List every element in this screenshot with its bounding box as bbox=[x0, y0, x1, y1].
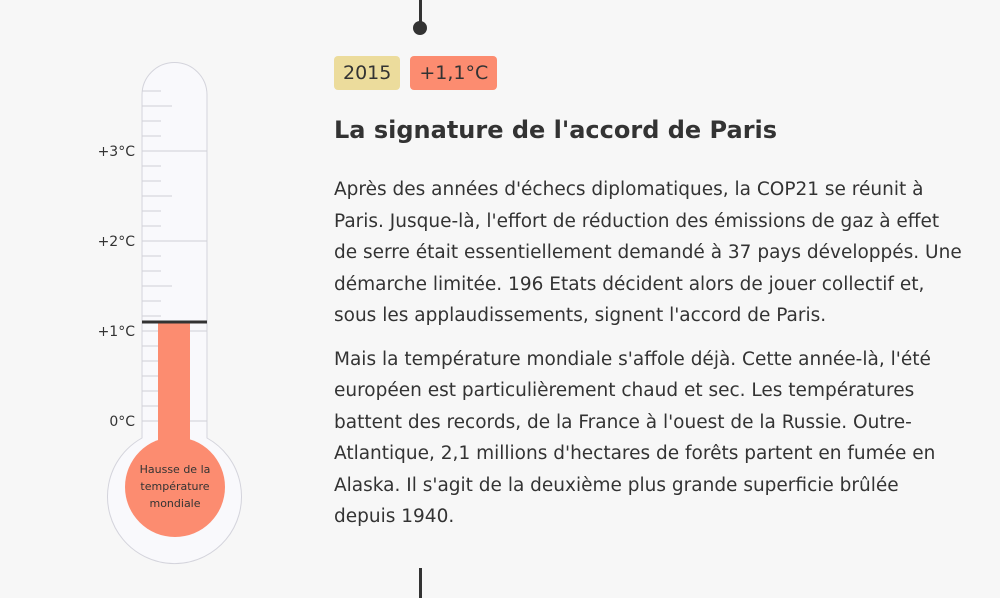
paragraph-1: Après des années d'échecs diplomatiques,… bbox=[334, 179, 962, 326]
badges: 2015 +1,1°C bbox=[334, 56, 498, 90]
bulb-label-2: température bbox=[140, 480, 209, 493]
timeline-dot bbox=[413, 21, 427, 35]
label-1c: +1°C bbox=[98, 324, 136, 340]
section-title: La signature de l'accord de Paris bbox=[334, 116, 778, 144]
thermometer-outline bbox=[107, 62, 242, 565]
bulb-label-3: mondiale bbox=[149, 497, 200, 510]
label-0c: 0°C bbox=[109, 414, 135, 430]
paragraph-2: Mais la température mondiale s'affole dé… bbox=[334, 348, 936, 528]
timeline-line-top bbox=[419, 0, 422, 26]
temperature-badge: +1,1°C bbox=[410, 56, 498, 90]
year-badge: 2015 bbox=[334, 56, 401, 90]
timeline-line-bottom bbox=[419, 568, 422, 598]
bulb-label-1: Hausse de la bbox=[140, 463, 211, 476]
label-3c: +3°C bbox=[98, 144, 136, 160]
thermometer-bulb bbox=[125, 437, 225, 537]
label-2c: +2°C bbox=[98, 234, 136, 250]
thermometer: +3°C +2°C +1°C 0°C Hausse de la températ… bbox=[98, 62, 242, 565]
article-text: Après des années d'échecs diplomatiques,… bbox=[334, 174, 964, 545]
